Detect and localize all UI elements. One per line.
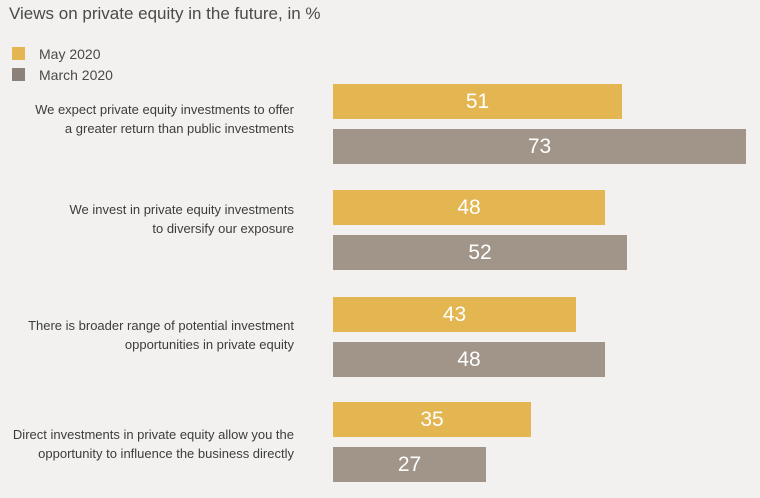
legend-label-march-2020: March 2020 — [39, 66, 113, 83]
bar-value-label: 48 — [457, 195, 481, 219]
legend-label-may-2020: May 2020 — [39, 45, 101, 62]
bar-value-label: 52 — [468, 240, 492, 264]
legend: May 2020 March 2020 — [12, 43, 113, 85]
bar-march-2020: 73 — [333, 129, 746, 164]
bar-march-2020: 27 — [333, 447, 486, 482]
category-label: We invest in private equity investments … — [69, 202, 294, 236]
bar-may-2020: 48 — [333, 190, 605, 225]
bar-value-label: 48 — [457, 347, 481, 371]
bar-value-label: 43 — [442, 302, 467, 326]
category-label: There is broader range of potential inve… — [28, 318, 294, 352]
bar-may-2020: 43 — [333, 297, 576, 332]
bar-may-2020: 35 — [333, 402, 531, 437]
legend-item-may-2020: May 2020 — [12, 43, 113, 64]
bar-march-2020: 48 — [333, 342, 605, 377]
chart-title: Views on private equity in the future, i… — [9, 4, 321, 23]
bar-value-label: 73 — [527, 134, 552, 158]
legend-swatch-may-2020 — [12, 47, 25, 60]
legend-item-march-2020: March 2020 — [12, 64, 113, 85]
category-label: We expect private equity investments to … — [35, 102, 294, 136]
bar-value-label: 35 — [420, 407, 444, 431]
bar-value-label: 51 — [465, 89, 490, 113]
bar-march-2020: 52 — [333, 235, 627, 270]
bar-value-label: 27 — [397, 452, 422, 476]
category-label: Direct investments in private equity all… — [12, 427, 294, 461]
legend-swatch-march-2020 — [12, 68, 25, 81]
bar-may-2020: 51 — [333, 84, 622, 119]
